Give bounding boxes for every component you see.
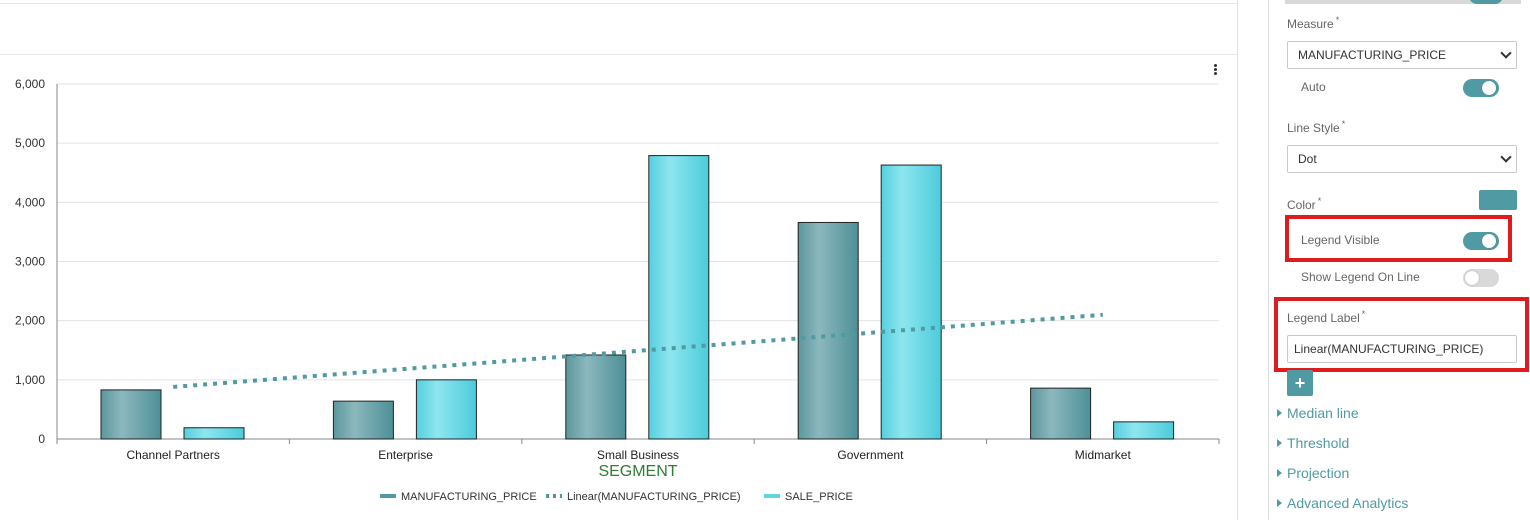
y-tick-label: 6,000 xyxy=(15,77,45,91)
section-threshold[interactable]: Threshold xyxy=(1277,435,1349,451)
legend-item[interactable]: SALE_PRICE xyxy=(764,491,853,503)
auto-label: Auto xyxy=(1301,80,1326,94)
legend-item[interactable]: Linear(MANUFACTURING_PRICE) xyxy=(546,491,741,503)
bar-sale-price[interactable] xyxy=(880,164,942,440)
chart-legend: MANUFACTURING_PRICE Linear(MANUFACTURING_… xyxy=(380,491,853,503)
y-tick-label: 3,000 xyxy=(15,255,45,269)
color-label: Color * xyxy=(1287,196,1322,212)
grid-lines xyxy=(56,83,1219,440)
show-legend-on-line-label: Show Legend On Line xyxy=(1301,270,1420,284)
line-style-select[interactable]: Dot xyxy=(1287,145,1517,173)
legend-label-label: Legend Label * xyxy=(1287,309,1366,325)
caret-right-icon xyxy=(1277,409,1282,417)
bar-manufacturing-price[interactable] xyxy=(100,389,162,440)
properties-panel: Measure * MANUFACTURING_PRICE Auto Line S… xyxy=(1268,0,1530,520)
x-tick-label: Government xyxy=(837,448,904,462)
bar-manufacturing-price[interactable] xyxy=(1030,387,1092,440)
bar-sale-price[interactable] xyxy=(183,427,245,440)
bar-chart: 0 1,000 2,000 3,000 4,000 5,000 6,000 Channel … xyxy=(15,77,1220,503)
section-projection[interactable]: Projection xyxy=(1277,465,1349,481)
line-style-select-value: Dot xyxy=(1298,152,1317,166)
plus-icon: + xyxy=(1294,373,1306,393)
auto-toggle[interactable] xyxy=(1463,79,1499,97)
bar-manufacturing-price[interactable] xyxy=(797,221,859,440)
y-tick-label: 5,000 xyxy=(15,136,45,150)
legend-label: Linear(MANUFACTURING_PRICE) xyxy=(567,491,741,503)
x-tick-label: Channel Partners xyxy=(127,448,220,462)
measure-label: Measure * xyxy=(1287,15,1340,31)
chart-menu-kebab-icon[interactable] xyxy=(1211,64,1219,78)
caret-right-icon xyxy=(1277,469,1282,477)
color-swatch[interactable] xyxy=(1479,190,1517,210)
section-advanced-analytics[interactable]: Advanced Analytics xyxy=(1277,495,1408,511)
legend-visible-toggle[interactable] xyxy=(1463,232,1499,250)
y-tick-label: 2,000 xyxy=(15,314,45,328)
chart-header xyxy=(0,3,1237,55)
y-tick-label: 4,000 xyxy=(15,195,45,209)
bar-sale-price[interactable] xyxy=(415,379,477,440)
line-style-label: Line Style * xyxy=(1287,119,1346,135)
legend-item[interactable]: MANUFACTURING_PRICE xyxy=(380,491,537,503)
bars xyxy=(100,155,1175,440)
legend-label-input[interactable] xyxy=(1287,335,1517,363)
add-button[interactable]: + xyxy=(1287,370,1313,396)
caret-right-icon xyxy=(1277,499,1282,507)
x-tick-label: Midmarket xyxy=(1075,448,1132,462)
x-tick-label: Small Business xyxy=(597,448,679,462)
chevron-down-icon xyxy=(1500,151,1512,163)
x-axis-ticks: Channel Partners Enterprise Small Business… xyxy=(56,439,1220,462)
x-axis-title: SEGMENT xyxy=(598,463,677,480)
legend-visible-label: Legend Visible xyxy=(1301,233,1380,247)
caret-right-icon xyxy=(1277,439,1282,447)
measure-select-value: MANUFACTURING_PRICE xyxy=(1298,48,1447,62)
y-tick-label: 1,000 xyxy=(15,373,45,387)
legend-label: SALE_PRICE xyxy=(785,491,853,503)
top-strip-toggle[interactable] xyxy=(1469,0,1503,4)
chart-area: 0 1,000 2,000 3,000 4,000 5,000 6,000 Channel … xyxy=(0,0,1238,520)
chevron-down-icon xyxy=(1500,47,1512,59)
bar-sale-price[interactable] xyxy=(1113,421,1175,440)
bar-manufacturing-price[interactable] xyxy=(332,400,394,440)
bar-sale-price[interactable] xyxy=(648,155,710,440)
measure-select[interactable]: MANUFACTURING_PRICE xyxy=(1287,41,1517,69)
bar-manufacturing-price[interactable] xyxy=(565,354,627,440)
x-tick-label: Enterprise xyxy=(378,448,433,462)
top-scroll-strip xyxy=(1285,0,1521,4)
show-legend-on-line-toggle[interactable] xyxy=(1463,269,1499,287)
legend-label: MANUFACTURING_PRICE xyxy=(401,491,537,503)
trendline-mfg-price xyxy=(173,312,1103,389)
section-median-line[interactable]: Median line xyxy=(1277,405,1359,421)
y-axis-ticks: 0 1,000 2,000 3,000 4,000 5,000 6,000 xyxy=(15,77,45,446)
y-tick-label: 0 xyxy=(38,432,45,446)
